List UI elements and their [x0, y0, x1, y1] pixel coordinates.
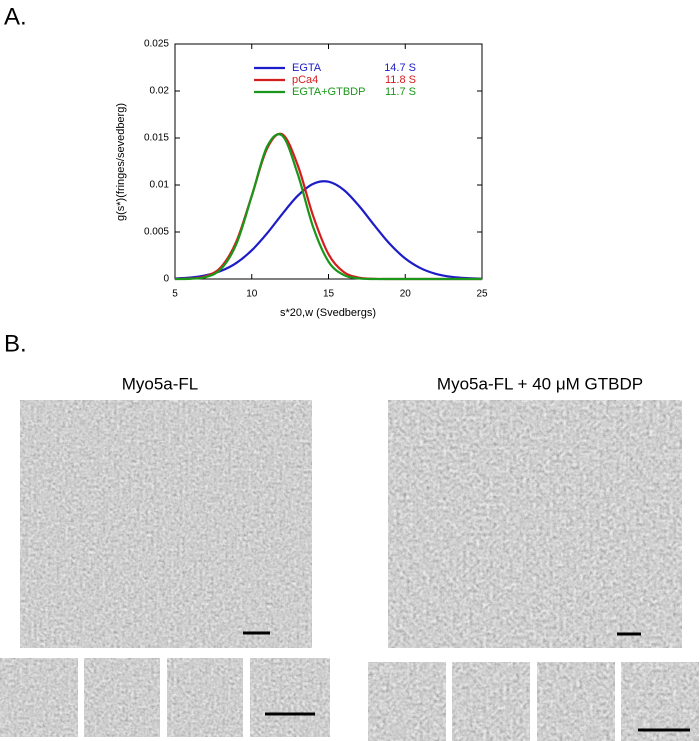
micrograph-crop — [167, 658, 243, 737]
legend-annotation: 11.7 S — [385, 86, 416, 98]
micrograph — [388, 400, 682, 648]
x-tick-label: 20 — [400, 289, 412, 300]
micrographs — [0, 400, 699, 741]
panel-label: B. — [4, 330, 27, 357]
y-tick-label: 0.015 — [144, 133, 169, 144]
plot-frame — [174, 43, 483, 280]
x-tick-label: 5 — [172, 289, 178, 300]
fit-curve — [174, 133, 482, 281]
plot: 5 10 15 20 25 0 0.005 0.01 0.015 0.02 0.025 EGTA 14.… — [144, 39, 488, 300]
legend-label: pCa4 — [292, 74, 318, 86]
x-tick-label: 15 — [323, 289, 335, 300]
micrograph-crop — [368, 662, 446, 741]
micrograph-crop — [250, 658, 330, 737]
y-tick-label: 0.025 — [144, 39, 169, 50]
legend-label: EGTA — [292, 62, 322, 74]
y-tick-label: 0.005 — [144, 227, 169, 238]
x-tick-label: 25 — [476, 289, 488, 300]
fit-curve — [174, 180, 483, 280]
legend-annotation: 11.8 S — [385, 74, 416, 86]
micrograph-crop — [621, 662, 699, 741]
micrograph-crop — [0, 658, 78, 737]
legend-annotation: 14.7 S — [384, 62, 416, 74]
micrograph — [20, 400, 312, 648]
fit-curve — [174, 132, 482, 281]
group-title: Myo5a-FL + 40 μM GTBDP — [437, 374, 643, 393]
y-axis-label: g(s*)(fringes/sevedberg) — [115, 103, 127, 221]
panel-label: A. — [4, 3, 27, 30]
y-tick-label: 0 — [163, 274, 169, 285]
x-axis-label: s*20,w (Svedbergs) — [280, 307, 376, 319]
group-title: Myo5a-FL — [122, 374, 199, 393]
micrograph-crop — [452, 662, 530, 741]
micrograph-crop — [84, 658, 160, 737]
y-tick-label: 0.01 — [150, 180, 170, 191]
y-tick-label: 0.02 — [150, 86, 170, 97]
legend-label: EGTA+GTBDP — [292, 86, 365, 98]
x-tick-label: 10 — [246, 289, 258, 300]
micrograph-crop — [537, 662, 615, 741]
